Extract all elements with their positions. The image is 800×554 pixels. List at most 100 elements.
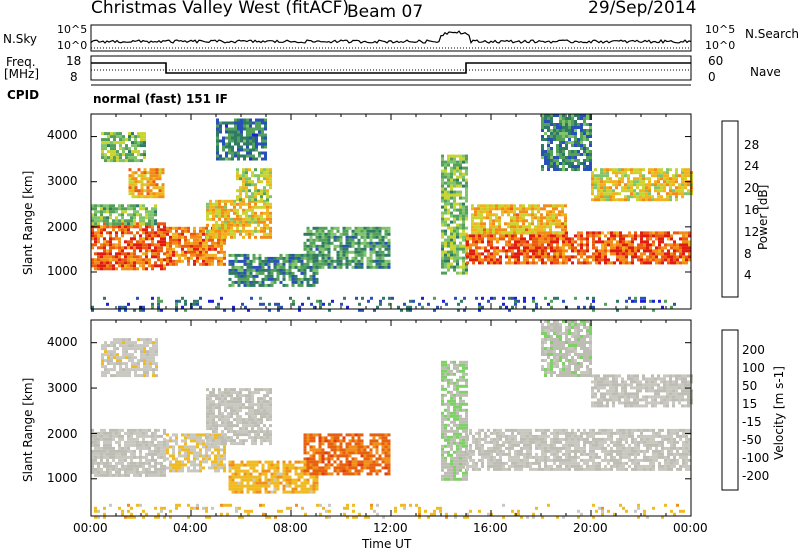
velocity-cell bbox=[110, 353, 113, 357]
velocity-cell bbox=[112, 434, 115, 438]
power-cell bbox=[577, 261, 580, 265]
velocity-cell bbox=[209, 397, 212, 401]
power-cell bbox=[128, 150, 131, 154]
power-cell bbox=[145, 237, 148, 241]
power-cell bbox=[254, 183, 257, 187]
power-cell bbox=[633, 168, 636, 172]
velocity-cell bbox=[115, 431, 118, 435]
power-cell bbox=[178, 241, 181, 245]
power-cell bbox=[558, 231, 561, 235]
power-cell bbox=[97, 222, 100, 226]
power-cell bbox=[219, 139, 222, 143]
power-cell bbox=[492, 204, 495, 208]
power-cell bbox=[523, 240, 526, 244]
power-cell bbox=[508, 258, 511, 262]
power-cell bbox=[508, 234, 511, 238]
power-cell bbox=[133, 234, 136, 238]
power-cell bbox=[157, 296, 160, 300]
power-cell bbox=[622, 246, 625, 250]
power-cell bbox=[636, 168, 639, 172]
power-cell bbox=[242, 202, 245, 206]
velocity-cell bbox=[239, 403, 242, 407]
power-cell bbox=[384, 262, 388, 266]
power-cell bbox=[540, 231, 543, 235]
velocity-cell bbox=[136, 455, 139, 459]
power-cell bbox=[205, 226, 208, 230]
power-cell bbox=[318, 244, 322, 248]
power-cell bbox=[555, 231, 558, 235]
velocity-cell bbox=[113, 374, 116, 378]
power-cell bbox=[103, 237, 106, 241]
power-cell bbox=[234, 268, 238, 272]
power-cell bbox=[300, 256, 304, 260]
power-cell bbox=[119, 147, 122, 151]
power-cell bbox=[622, 234, 625, 238]
power-cell bbox=[628, 243, 631, 247]
power-cell bbox=[373, 308, 376, 312]
power-cell bbox=[384, 265, 388, 269]
power-cell bbox=[288, 271, 292, 275]
power-cell bbox=[520, 249, 523, 253]
power-cell bbox=[239, 232, 242, 236]
power-cell bbox=[586, 258, 589, 262]
power-cell bbox=[151, 264, 154, 268]
power-cell bbox=[178, 238, 181, 242]
power-cell bbox=[121, 219, 124, 223]
power-cell bbox=[447, 184, 450, 188]
power-cell bbox=[252, 121, 255, 125]
velocity-cell bbox=[263, 433, 266, 437]
power-cell bbox=[318, 226, 322, 230]
velocity-cell bbox=[234, 484, 238, 488]
power-cell bbox=[547, 243, 550, 247]
power-cell bbox=[676, 249, 679, 253]
velocity-cell bbox=[252, 469, 256, 473]
power-cell bbox=[133, 213, 136, 217]
power-cell bbox=[206, 214, 209, 218]
velocity-cell bbox=[160, 467, 163, 471]
power-cell bbox=[453, 238, 456, 242]
power-cell bbox=[642, 192, 645, 196]
power-cell bbox=[234, 271, 238, 275]
power-cell bbox=[366, 229, 370, 233]
power-cell bbox=[535, 240, 538, 244]
power-cell bbox=[513, 222, 516, 226]
power-cell bbox=[646, 240, 649, 244]
power-cell bbox=[369, 235, 373, 239]
velocity-cell bbox=[212, 430, 215, 434]
velocity-cell bbox=[103, 431, 106, 435]
power-cell bbox=[257, 223, 260, 227]
power-cell bbox=[351, 265, 355, 269]
power-cell bbox=[264, 121, 267, 125]
power-cell bbox=[234, 136, 237, 140]
velocity-cell bbox=[246, 475, 250, 479]
power-cell bbox=[540, 222, 543, 226]
velocity-cell bbox=[163, 455, 166, 459]
power-cell bbox=[559, 153, 562, 156]
power-cell bbox=[661, 246, 664, 250]
power-cell bbox=[124, 261, 127, 265]
power-cell bbox=[243, 124, 246, 128]
power-cell bbox=[257, 189, 260, 193]
power-cell bbox=[297, 259, 301, 263]
velocity-cell bbox=[258, 478, 262, 482]
power-cell bbox=[209, 199, 212, 203]
power-cell bbox=[216, 154, 219, 158]
power-cell bbox=[151, 219, 154, 223]
power-cell bbox=[270, 274, 274, 278]
power-cell bbox=[348, 235, 352, 239]
power-cell bbox=[577, 237, 580, 241]
power-cell bbox=[163, 258, 166, 262]
velocity-cell bbox=[196, 457, 199, 461]
power-cell bbox=[613, 261, 616, 265]
power-cell bbox=[212, 211, 215, 215]
power-cell bbox=[621, 168, 624, 172]
power-cell bbox=[315, 235, 319, 239]
power-cell bbox=[339, 235, 343, 239]
power-cell bbox=[134, 159, 137, 163]
power-cell bbox=[193, 238, 196, 242]
velocity-cell bbox=[110, 356, 113, 360]
power-cell bbox=[487, 240, 490, 244]
velocity-cell bbox=[214, 454, 217, 458]
power-cell bbox=[190, 241, 193, 245]
velocity-cell bbox=[246, 490, 250, 494]
